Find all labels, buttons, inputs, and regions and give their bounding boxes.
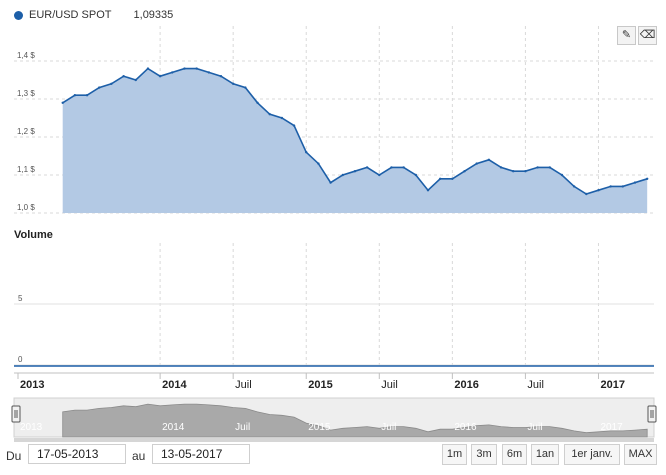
- price-point: [244, 86, 247, 89]
- price-point: [305, 151, 308, 154]
- price-point: [171, 71, 174, 74]
- range-button[interactable]: 1m: [442, 444, 467, 465]
- price-point: [292, 124, 296, 127]
- price-point: [621, 185, 625, 188]
- price-point: [414, 173, 418, 177]
- navigator-label: Juil: [235, 422, 250, 433]
- navigator-label: 2016: [454, 422, 477, 433]
- legend-series-name: EUR/USD SPOT: [29, 9, 112, 21]
- price-point: [499, 166, 503, 169]
- price-point: [61, 101, 64, 105]
- navigator-label: 2013: [20, 422, 43, 433]
- pencil-icon[interactable]: ✎: [617, 26, 636, 45]
- price-point: [451, 177, 454, 180]
- navigator-right-handle[interactable]: [647, 405, 657, 423]
- price-y-tick-label: 1,4 $: [17, 51, 35, 60]
- price-point: [146, 67, 150, 70]
- price-point: [110, 82, 113, 86]
- price-point: [633, 181, 637, 184]
- price-point: [85, 94, 89, 97]
- navigator-left-handle[interactable]: [11, 405, 21, 423]
- volume-y-tick-label: 0: [18, 355, 23, 364]
- x-axis-label: 2016: [454, 379, 478, 391]
- eraser-icon[interactable]: ⌫: [638, 26, 657, 45]
- price-point: [560, 173, 564, 177]
- x-axis-label: 2014: [162, 379, 187, 391]
- navigator-label: 2017: [600, 422, 623, 433]
- price-y-tick-label: 1,0 $: [17, 203, 35, 212]
- price-point: [353, 170, 357, 173]
- chart-legend[interactable]: EUR/USD SPOT 1,09335: [14, 9, 173, 21]
- x-axis-label: 2017: [600, 379, 624, 391]
- price-point: [341, 173, 344, 177]
- price-point: [548, 166, 551, 169]
- price-y-tick-label: 1,2 $: [17, 127, 35, 136]
- navigator-label: Juil: [527, 422, 542, 433]
- x-axis-label: Juil: [527, 379, 544, 391]
- price-point: [158, 75, 162, 78]
- price-point: [475, 162, 478, 165]
- volume-title: Volume: [14, 229, 53, 241]
- price-point: [645, 177, 649, 180]
- price-point: [195, 67, 198, 70]
- price-area-fill: [62, 68, 648, 213]
- price-point: [426, 189, 430, 192]
- price-y-tick-label: 1,1 $: [17, 165, 35, 174]
- price-point: [134, 78, 137, 82]
- range-button[interactable]: 6m: [502, 444, 527, 465]
- x-axis-label: 2015: [308, 379, 332, 391]
- price-point: [231, 82, 235, 86]
- chart-tools: ✎ ⌫: [617, 26, 657, 45]
- navigator-label: 2014: [162, 422, 185, 433]
- price-point: [378, 173, 381, 177]
- price-point: [597, 189, 600, 192]
- series-color-dot: [14, 10, 23, 20]
- range-button[interactable]: MAX: [624, 444, 657, 465]
- from-date-input[interactable]: [28, 444, 126, 464]
- from-label: Du: [6, 449, 22, 463]
- price-point: [73, 94, 77, 97]
- price-point: [219, 75, 223, 78]
- to-label: au: [132, 449, 146, 463]
- price-point: [390, 166, 393, 169]
- price-point: [183, 67, 186, 70]
- price-point: [256, 101, 259, 105]
- price-point: [122, 75, 125, 78]
- navigator-series: [62, 403, 648, 438]
- price-point: [207, 71, 211, 74]
- legend-current-value: 1,09335: [133, 9, 174, 21]
- price-y-tick-label: 1,3 $: [17, 89, 35, 98]
- price-point: [536, 166, 539, 169]
- x-axis-label: 2013: [20, 379, 44, 391]
- price-point: [402, 166, 405, 169]
- price-point: [280, 116, 284, 120]
- price-point: [463, 170, 466, 173]
- price-point: [329, 181, 332, 184]
- price-point: [365, 166, 369, 169]
- price-point: [317, 162, 320, 165]
- volume-y-tick-label: 5: [18, 294, 23, 303]
- x-axis-label: Juil: [381, 379, 398, 391]
- range-button[interactable]: 1er janv.: [564, 444, 620, 465]
- x-axis-label: Juil: [235, 379, 252, 391]
- chart-area: 1,0 $ 1,1 $ 1,2 $ 1,3 $ 1,4 $ Volume 0 5 2013 201…: [11, 26, 657, 442]
- range-button[interactable]: 1an: [531, 444, 559, 465]
- price-point: [512, 170, 515, 173]
- price-point: [585, 192, 588, 196]
- navigator-label: 2015: [308, 422, 331, 433]
- to-date-input[interactable]: [152, 444, 250, 464]
- price-point: [268, 113, 271, 116]
- price-point: [572, 185, 576, 188]
- price-point: [487, 158, 491, 161]
- price-point: [98, 86, 101, 89]
- price-point: [524, 170, 527, 173]
- range-button[interactable]: 3m: [471, 444, 497, 465]
- navigator-label: Juil: [381, 422, 396, 433]
- price-point: [609, 185, 612, 188]
- price-point: [438, 177, 442, 180]
- navigator-scrollbar: [14, 438, 654, 442]
